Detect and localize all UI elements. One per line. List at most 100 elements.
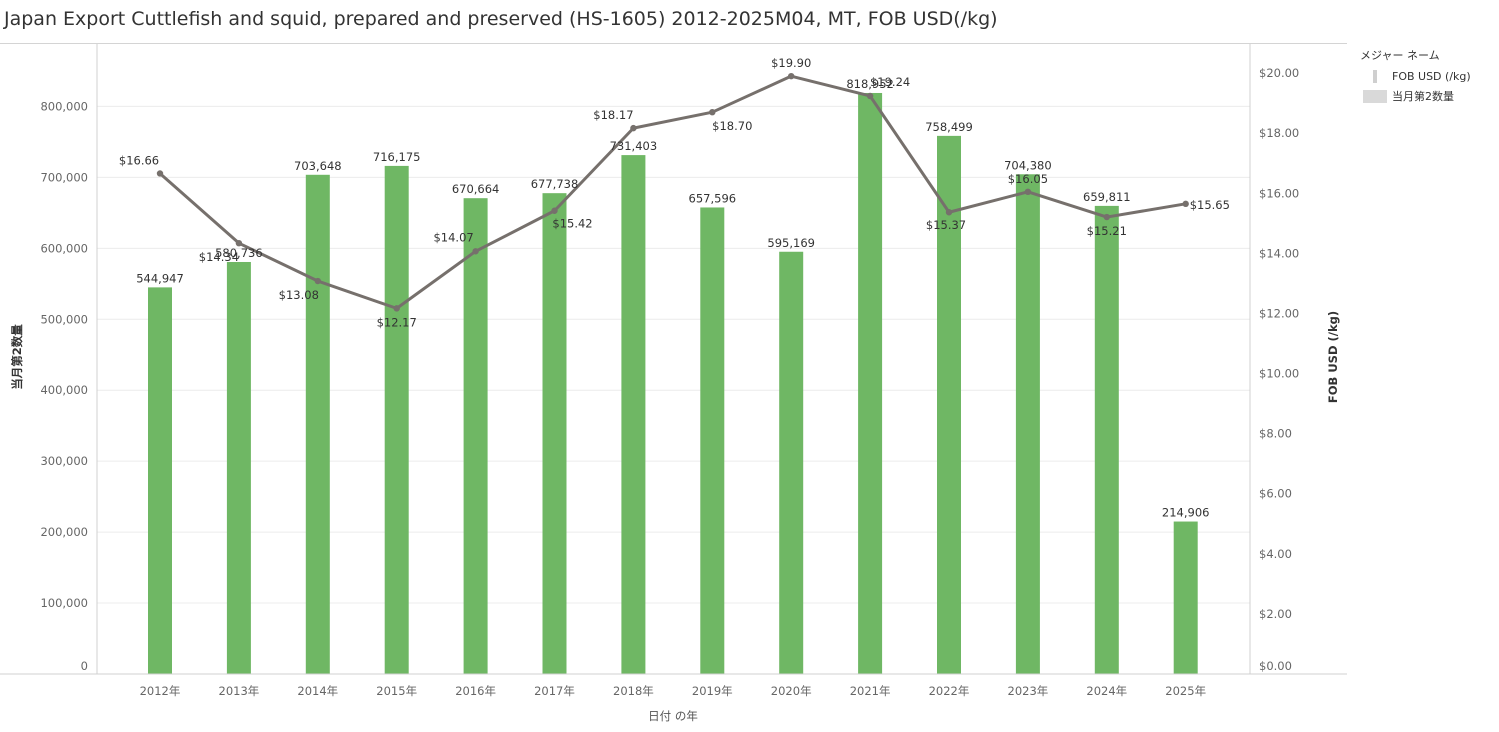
x-tick-label: 2019年: [692, 684, 733, 698]
line-point: [788, 72, 795, 80]
title-divider: [0, 43, 1347, 44]
line-point: [235, 239, 243, 247]
line-point: [1103, 213, 1111, 221]
line-value-label: $15.65: [1190, 198, 1230, 212]
bar: [542, 193, 567, 674]
y-tick-label: 0: [81, 659, 88, 673]
x-tick-label: 2025年: [1165, 684, 1206, 698]
bar-value-label: 818,952: [846, 77, 894, 91]
bar: [1094, 205, 1119, 674]
y2-tick-label: $12.00: [1259, 306, 1299, 320]
x-axis-title: 日付 の年: [648, 709, 698, 723]
line-point: [866, 92, 874, 100]
bar-series: [148, 92, 1198, 675]
x-tick-label: 2024年: [1086, 684, 1127, 698]
x-tick-label: 2016年: [455, 684, 496, 698]
axes: 0 100,000 200,000 300,000 400,000 500,000 600,…: [0, 44, 1347, 723]
line-value-label: $14.34: [199, 250, 239, 264]
legend-label-fob: FOB USD (/kg): [1392, 69, 1471, 83]
y2-tick-label: $20.00: [1259, 66, 1299, 80]
line-value-label: $14.07: [433, 230, 473, 244]
bar-value-label: 214,906: [1162, 506, 1210, 520]
y2-tick-label: $10.00: [1259, 367, 1299, 381]
bar: [937, 135, 961, 674]
legend-label-quantity: 当月第2数量: [1392, 90, 1454, 103]
bar: [148, 287, 172, 674]
y2-tick-label: $18.00: [1259, 126, 1299, 140]
x-tick-label: 2015年: [376, 684, 417, 698]
y2-tick-label: $14.00: [1259, 246, 1299, 260]
y-tick-label: 700,000: [40, 170, 88, 184]
bar: [779, 251, 804, 675]
line-value-label: $18.17: [593, 108, 633, 122]
bar: [226, 261, 251, 674]
x-tick-label: 2020年: [771, 684, 812, 698]
line-value-label: $15.37: [926, 218, 966, 232]
x-tick-label: 2012年: [140, 684, 181, 698]
line-point: [1182, 200, 1189, 208]
x-tick-label: 2014年: [297, 684, 338, 698]
line-point: [472, 248, 479, 255]
y-tick-label: 100,000: [40, 596, 88, 610]
y2-tick-label: $2.00: [1259, 607, 1292, 621]
bar-value-label: 544,947: [136, 271, 184, 285]
line-value-label: $19.24: [870, 75, 910, 89]
legend-title: メジャー ネーム: [1360, 49, 1440, 62]
data-labels: 544,947 580,736 703,648 716,175 670,664 677,7…: [119, 56, 1230, 519]
bar: [1173, 521, 1198, 674]
legend-line-swatch: [1373, 69, 1377, 83]
bar-value-label: 703,648: [294, 159, 342, 173]
bar: [621, 155, 646, 674]
x-tick-label: 2017年: [534, 684, 575, 698]
x-tick-label: 2023年: [1008, 684, 1049, 698]
line-point: [551, 207, 558, 214]
line-value-label: $13.08: [279, 288, 319, 302]
line-point: [709, 108, 716, 116]
legend-bar-swatch: [1363, 89, 1387, 103]
x-tick-label: 2021年: [850, 684, 891, 698]
line-value-label: $16.05: [1008, 172, 1048, 186]
line-point: [1024, 188, 1032, 196]
x-tick-label: 2013年: [219, 684, 260, 698]
line-value-label: $12.17: [377, 315, 417, 329]
y-tick-label: 800,000: [40, 99, 88, 113]
bar-value-label: 716,175: [373, 150, 421, 164]
line-point: [630, 124, 637, 132]
y-tick-label: 600,000: [40, 241, 88, 255]
bar-value-label: 704,380: [1004, 158, 1052, 172]
bar: [384, 165, 409, 674]
line-point: [156, 170, 164, 177]
line-path: [158, 74, 1188, 310]
y-tick-label: 200,000: [40, 525, 88, 539]
x-tick-label: 2022年: [929, 684, 970, 698]
y-axis-title: 当月第2数量: [10, 324, 24, 390]
legend-item-fob[interactable]: FOB USD (/kg): [1360, 69, 1471, 83]
bar: [463, 198, 488, 674]
y-tick-label: 300,000: [40, 454, 88, 468]
y-tick-label: 500,000: [40, 312, 88, 326]
line-value-label: $19.90: [771, 56, 811, 70]
legend: メジャー ネーム FOB USD (/kg) 当月第2数量: [1360, 47, 1471, 109]
bar-value-label: 580,736: [215, 246, 263, 260]
gridlines: [97, 105, 1250, 604]
y-tick-label: 400,000: [40, 383, 88, 397]
bar-value-label: 677,738: [531, 177, 579, 191]
bar-value-label: 657,596: [689, 191, 737, 205]
chart-title: Japan Export Cuttlefish and squid, prepa…: [4, 8, 998, 30]
bar: [1015, 174, 1040, 675]
y2-tick-label: $16.00: [1259, 186, 1299, 200]
legend-item-quantity[interactable]: 当月第2数量: [1360, 89, 1471, 103]
bar-value-label: 758,499: [925, 120, 973, 134]
line-point: [314, 277, 321, 285]
y2-tick-label: $0.00: [1259, 659, 1292, 673]
line-value-label: $15.42: [552, 217, 592, 231]
bar: [305, 174, 330, 674]
bar-value-label: 659,811: [1083, 190, 1131, 204]
x-tick-label: 2018年: [613, 684, 654, 698]
bar: [700, 207, 725, 675]
line-value-label: $15.21: [1087, 224, 1127, 238]
line-point: [945, 209, 953, 216]
bar-value-label: 731,403: [610, 139, 658, 153]
line-value-label: $16.66: [119, 153, 159, 167]
